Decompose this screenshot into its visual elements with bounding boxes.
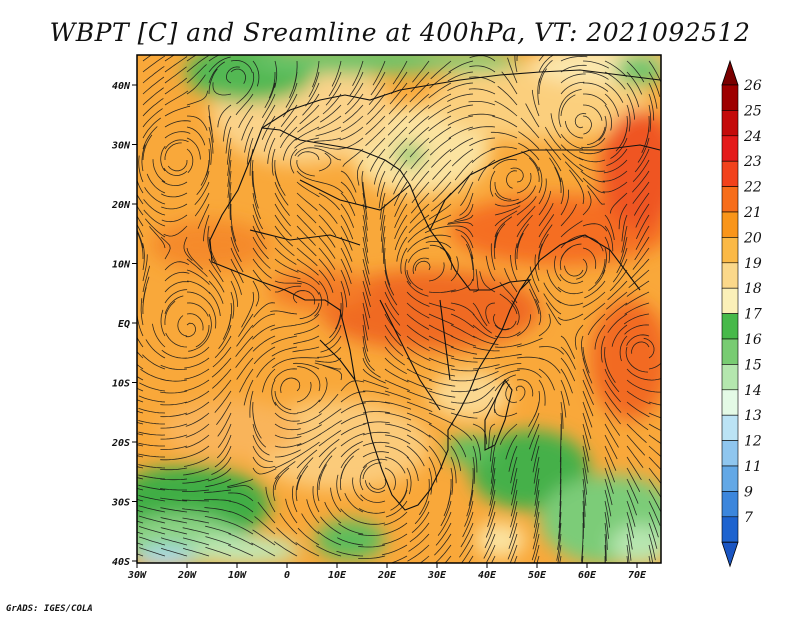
lon-tick-label: 60E — [578, 570, 597, 581]
colorbar-label: 15 — [744, 357, 762, 373]
lat-tick-label: 40S — [112, 557, 130, 568]
colorbar-label: 24 — [743, 129, 762, 145]
colorbar-label: 17 — [744, 307, 762, 323]
map-title: WBPT [C] and Sreamline at 400hPa, VT: 20… — [49, 18, 751, 47]
colorbar-label: 25 — [743, 103, 762, 119]
colorbar-swatch — [721, 160, 739, 187]
colorbar-label: 13 — [744, 408, 762, 424]
colorbar-swatch — [721, 186, 739, 213]
colorbar-swatch — [721, 440, 739, 467]
colorbar-swatch — [721, 110, 739, 137]
colorbar-label: 22 — [743, 180, 762, 196]
colorbar-swatch — [721, 364, 739, 391]
colorbar-label: 11 — [744, 459, 762, 475]
colorbar-label: 16 — [744, 332, 762, 348]
colorbar-label: 9 — [744, 484, 753, 500]
colorbar: 26 25 24 23 22 21 20 19 18 17 16 15 14 13 12 11 9 7 — [721, 59, 762, 568]
coastlines — [209, 69, 661, 511]
colorbar-label: 23 — [743, 154, 762, 170]
lon-tick-label: 40E — [478, 570, 497, 581]
lon-tick-label: 0 — [284, 570, 290, 581]
lat-tick-label: 10S — [112, 379, 130, 390]
lat-tick-label: EQ — [118, 319, 130, 330]
lat-tick-label: 40N — [112, 81, 131, 92]
colorbar-label: 12 — [744, 434, 762, 450]
lon-tick-label: 70E — [628, 570, 647, 581]
longitude-axis: 30W 20W 10W 0 10E 20E 30E 40E 50E 60E 70E — [127, 563, 647, 581]
lon-tick-label: 30W — [127, 570, 147, 581]
colorbar-top-arrow — [721, 59, 739, 86]
colorbar-label: 18 — [744, 281, 762, 297]
colorbar-swatch — [721, 262, 739, 289]
lon-tick-label: 30E — [427, 570, 447, 581]
credit-text: GrADS: IGES/COLA — [6, 604, 93, 614]
lat-tick-label: 30N — [111, 141, 131, 152]
colorbar-swatch — [721, 516, 739, 543]
lat-tick-label: 20S — [111, 438, 130, 449]
colorbar-label: 21 — [743, 205, 762, 221]
lon-tick-label: 20E — [377, 570, 397, 581]
lat-tick-label: 30S — [111, 498, 130, 509]
lon-tick-label: 20W — [177, 570, 197, 581]
colorbar-swatch — [721, 211, 739, 238]
latitude-axis: 40N 30N 20N 10N EQ 10S 20S 30S 40S — [111, 81, 137, 568]
colorbar-swatch — [721, 465, 739, 492]
colorbar-label: 7 — [744, 510, 753, 526]
colorbar-bottom-arrow — [721, 541, 739, 568]
colorbar-swatch — [721, 237, 739, 264]
colorbar-label: 14 — [744, 383, 762, 399]
colorbar-label: 26 — [743, 78, 762, 94]
lon-tick-label: 10E — [328, 570, 347, 581]
map-frame — [136, 54, 662, 564]
colorbar-swatch — [721, 491, 739, 518]
colorbar-swatch — [721, 389, 739, 416]
lon-tick-label: 10W — [228, 570, 247, 581]
lat-tick-label: 20N — [111, 200, 131, 211]
colorbar-swatch — [721, 414, 739, 441]
colorbar-swatch — [721, 338, 739, 365]
colorbar-label: 20 — [743, 230, 762, 246]
lat-tick-label: 10N — [112, 260, 131, 271]
lon-tick-label: 50E — [528, 570, 547, 581]
colorbar-swatch — [721, 313, 739, 340]
colorbar-label: 19 — [744, 256, 762, 272]
colorbar-swatch — [721, 287, 739, 314]
colorbar-swatch — [721, 84, 739, 111]
colorbar-swatch — [721, 135, 739, 162]
